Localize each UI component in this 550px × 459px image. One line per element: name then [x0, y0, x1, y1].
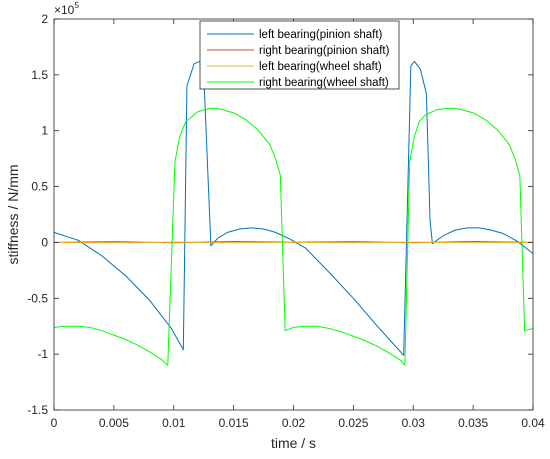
- y-axis-label: stiffness / N/mm: [5, 164, 21, 264]
- x-tick-label: 0.01: [162, 416, 186, 430]
- legend-box: [199, 20, 400, 90]
- y-exponent-power: 5: [74, 0, 79, 10]
- y-exponent-label: ×105: [54, 0, 79, 17]
- x-tick-label: 0.005: [99, 416, 129, 430]
- series-line-1: [53, 60, 534, 356]
- x-tick-label: 0: [51, 416, 58, 430]
- legend: left bearing(pinion shaft) right bearing(…: [199, 20, 400, 90]
- y-tick-label: -0.5: [27, 291, 48, 305]
- y-tick-label: 2: [41, 12, 48, 26]
- y-tick-label: 0.5: [31, 180, 48, 194]
- y-tick-label: 0: [41, 235, 48, 249]
- x-tick-label: 0.025: [338, 416, 368, 430]
- legend-label-4: right bearing(wheel shaft): [259, 77, 389, 89]
- series-line-4: [53, 107, 534, 366]
- series-line-3: [53, 241, 534, 244]
- x-tick-label: 0.035: [458, 416, 488, 430]
- x-tick-label: 0.015: [219, 416, 249, 430]
- x-axis-label: time / s: [271, 435, 316, 451]
- y-tick-label: 1: [41, 124, 48, 138]
- legend-label-2: right bearing(pinion shaft): [259, 45, 390, 57]
- x-tick-label: 0.03: [402, 416, 426, 430]
- y-tick-label: -1: [37, 347, 48, 361]
- x-tick-label: 0.02: [282, 416, 306, 430]
- y-tick-label: 1.5: [31, 68, 48, 82]
- legend-label-3: left bearing(wheel shaft): [259, 61, 382, 73]
- series-layer: [53, 60, 534, 366]
- legend-label-1: left bearing(pinion shaft): [259, 29, 383, 41]
- y-tick-label: -1.5: [27, 403, 48, 417]
- y-exponent-base: ×10: [54, 3, 75, 17]
- x-tick-label: 0.04: [521, 416, 545, 430]
